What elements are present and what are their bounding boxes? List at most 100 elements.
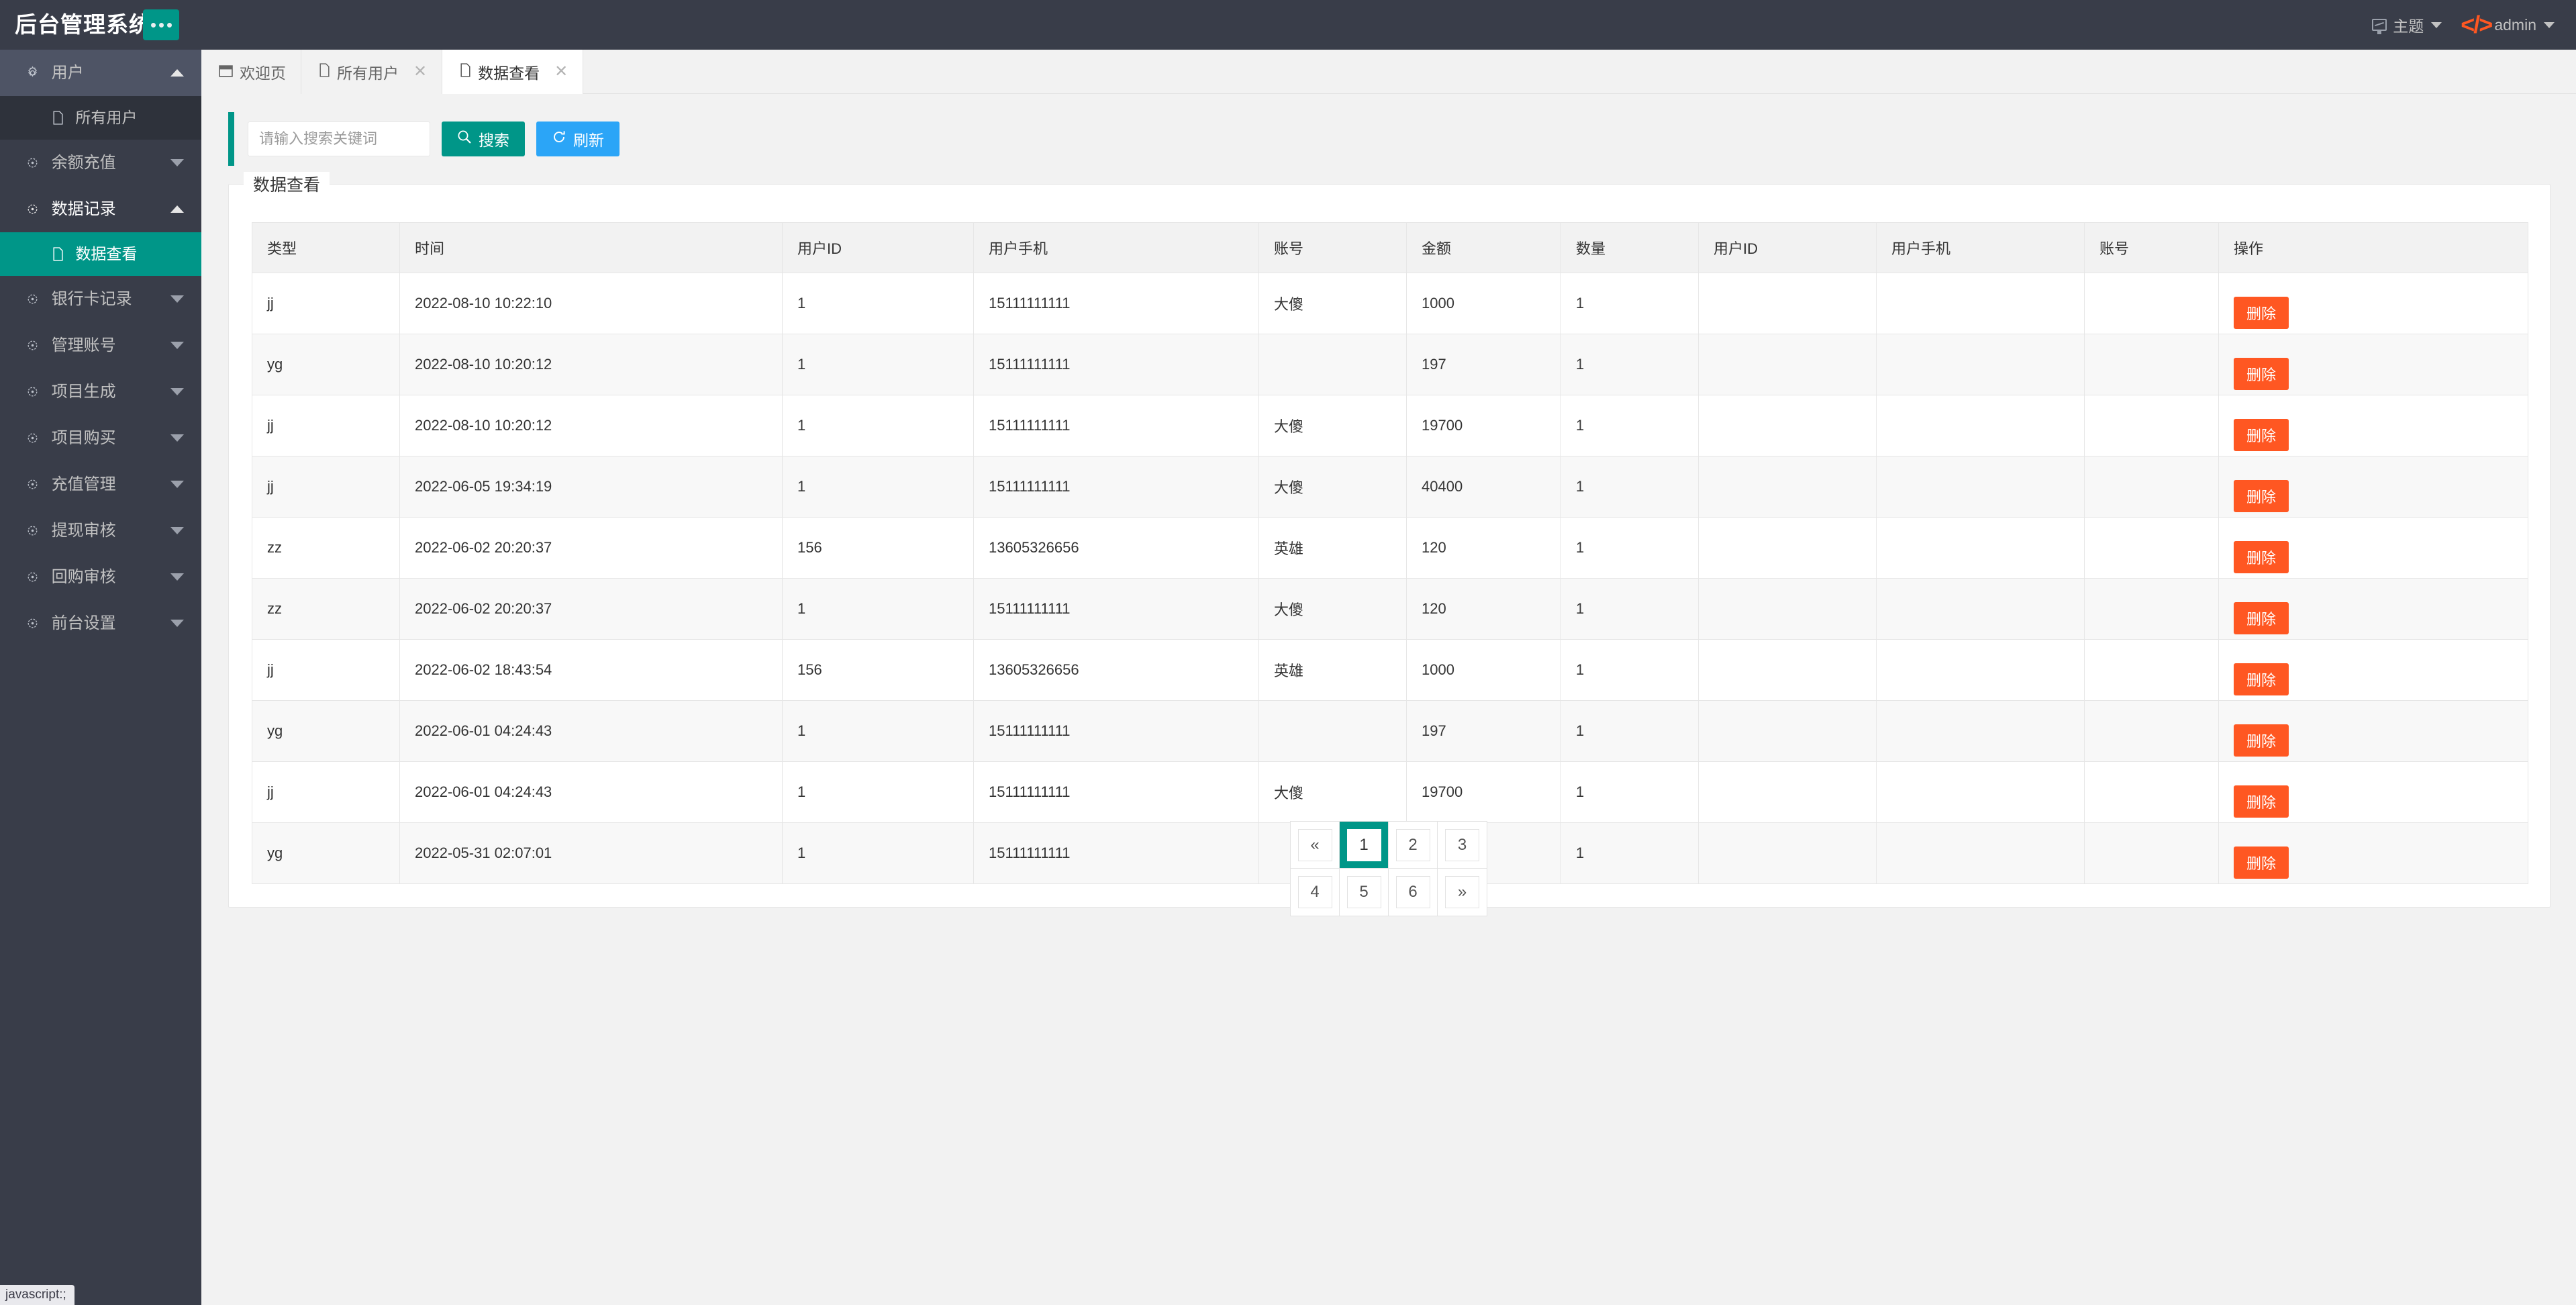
data-card: 数据查看 类型 时间 用户ID 用户手机 账号 金额 数量 用户ID 用户手机 … [228,172,2550,908]
cell-time: 2022-08-10 10:22:10 [399,273,783,334]
status-bar: javascript:; [0,1285,75,1305]
cell-type: yg [252,334,400,395]
page-button-5[interactable]: 5 [1340,869,1389,916]
sidebar-item-bankcard-records[interactable]: 银行卡记录 [0,276,201,322]
chevron-down-icon [170,481,184,488]
sidebar-item-recharge-manage[interactable]: 充值管理 [0,461,201,508]
tab-welcome[interactable]: 欢迎页 [201,50,301,94]
page-label: 4 [1297,876,1332,908]
delete-button[interactable]: 删除 [2234,663,2289,695]
chevron-down-icon [170,295,184,303]
tab-label: 欢迎页 [240,64,286,82]
delete-button[interactable]: 删除 [2234,480,2289,512]
cell-phone: 13605326656 [973,517,1259,579]
cell-account: 大傻 [1258,395,1407,456]
page-button-4[interactable]: 4 [1291,869,1340,916]
table-row: jj 2022-06-05 19:34:19 1 15111111111 大傻 … [252,456,2528,518]
sidebar-subitem-label: 所有用户 [75,109,138,126]
cell-actions: 删除 [2218,395,2528,456]
cell-amount: 1000 [1406,273,1561,334]
chevron-down-icon [170,434,184,442]
cell-phone-2 [1876,761,2085,823]
page-button-6[interactable]: 6 [1389,869,1438,916]
cell-phone-2 [1876,517,2085,579]
col-phone: 用户手机 [973,222,1259,273]
close-icon[interactable]: ✕ [554,62,568,81]
col-user-id-2: 用户ID [1698,222,1877,273]
sidebar-item-data-records[interactable]: 数据记录 [0,186,201,232]
sidebar-item-project-generate[interactable]: 项目生成 [0,369,201,415]
sidebar-item-label: 用户 [51,64,84,82]
tab-data-view[interactable]: 数据查看 ✕ [442,50,584,94]
cell-user-id-2 [1698,273,1877,334]
delete-button[interactable]: 删除 [2234,358,2289,390]
gear-icon [26,616,40,630]
sidebar-item-balance-recharge[interactable]: 余额充值 [0,140,201,186]
sidebar-item-manage-accounts[interactable]: 管理账号 [0,322,201,369]
cell-qty: 1 [1561,334,1699,395]
close-icon[interactable]: ✕ [413,62,428,81]
sidebar-subitem-all-users[interactable]: 所有用户 [0,96,201,140]
sidebar-toggle-button[interactable] [143,9,179,40]
page-button-3[interactable]: 3 [1438,822,1487,869]
delete-button[interactable]: 删除 [2234,724,2289,757]
card-legend: 数据查看 [244,172,330,196]
sidebar-item-label: 数据记录 [51,200,116,218]
page-label: « [1297,828,1332,861]
cell-user-id: 156 [782,517,974,579]
tab-all-users[interactable]: 所有用户 ✕ [301,50,443,94]
search-button[interactable]: 搜索 [442,122,525,156]
user-menu-button[interactable]: </> admin [2451,0,2564,50]
cell-time: 2022-06-02 18:43:54 [399,639,783,701]
sidebar-item-label: 项目购买 [51,429,116,447]
col-account: 账号 [1258,222,1407,273]
page-button-2[interactable]: 2 [1389,822,1438,869]
ellipsis-icon [150,22,172,28]
delete-button[interactable]: 删除 [2234,541,2289,573]
cell-account-2 [2084,639,2219,701]
sidebar-item-frontend-settings[interactable]: 前台设置 [0,600,201,646]
cell-type: jj [252,761,400,823]
page-prev-button[interactable]: « [1291,822,1340,869]
page-label: 3 [1445,828,1479,861]
gear-icon [26,524,40,538]
cell-qty: 1 [1561,822,1699,884]
search-toolbar: 搜索 刷新 [228,112,2550,166]
gear-icon [26,477,40,491]
delete-button[interactable]: 删除 [2234,419,2289,451]
refresh-button[interactable]: 刷新 [536,122,620,156]
cell-phone: 15111111111 [973,273,1259,334]
chevron-down-icon [170,159,184,166]
delete-button[interactable]: 删除 [2234,847,2289,879]
delete-button[interactable]: 删除 [2234,602,2289,634]
cell-account: 大傻 [1258,761,1407,823]
sidebar-item-users[interactable]: 用户 [0,50,201,96]
theme-menu-button[interactable]: 主题 [2363,0,2451,50]
cell-actions: 删除 [2218,700,2528,762]
delete-button[interactable]: 删除 [2234,297,2289,329]
sidebar-item-project-purchase[interactable]: 项目购买 [0,415,201,461]
table-row: jj 2022-08-10 10:20:12 1 15111111111 大傻 … [252,395,2528,456]
tab-label: 所有用户 [337,64,399,82]
sidebar-item-withdraw-audit[interactable]: 提现审核 [0,508,201,554]
cell-amount: 120 [1406,517,1561,579]
cell-account: 大傻 [1258,578,1407,640]
refresh-icon [552,130,566,148]
sidebar-item-label: 管理账号 [51,336,116,354]
cell-user-id: 1 [782,334,974,395]
cell-actions: 删除 [2218,761,2528,823]
sidebar-item-buyback-audit[interactable]: 回购审核 [0,554,201,600]
delete-button[interactable]: 删除 [2234,785,2289,818]
cell-type: zz [252,578,400,640]
page-label: » [1445,876,1479,908]
window-icon [219,63,233,81]
page-next-button[interactable]: » [1438,869,1487,916]
sidebar-subitem-data-view[interactable]: 数据查看 [0,232,201,276]
table-row: jj 2022-06-01 04:24:43 1 15111111111 大傻 … [252,761,2528,823]
chevron-down-icon [2431,21,2442,28]
col-amount: 金额 [1406,222,1561,273]
search-input[interactable] [248,122,430,156]
page-button-1[interactable]: 1 [1340,822,1389,869]
cell-user-id-2 [1698,639,1877,701]
code-brackets-icon: </> [2461,11,2493,38]
